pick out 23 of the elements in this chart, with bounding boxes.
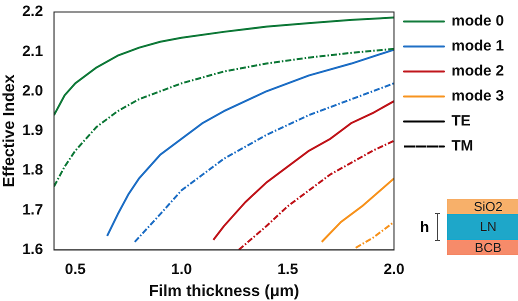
x-tick-label: 2.0 [384, 260, 404, 278]
x-tick-label: 1.0 [171, 260, 192, 278]
y-tick-label: 1.9 [22, 122, 44, 140]
y-tick-label: 1.8 [22, 162, 44, 179]
line-series [54, 48, 394, 188]
x-tick-label: 1.5 [277, 260, 298, 278]
legend-label: mode 3 [451, 88, 504, 105]
legend-label: mode 2 [451, 62, 504, 80]
layer-stack-picture: h SiO2 LN BCB [420, 199, 518, 255]
y-tick-label: 2.2 [22, 3, 44, 20]
y-tick-label: 1.6 [22, 240, 44, 258]
line-series [134, 82, 394, 243]
y-tick-label: 2.0 [22, 82, 44, 100]
line-series [238, 140, 394, 250]
legend-label: mode 0 [451, 12, 504, 30]
legend-label: TE [451, 112, 471, 130]
legend-label: mode 1 [451, 38, 504, 55]
y-tick-label: 1.7 [22, 201, 44, 218]
y-axis-title: Effective Index [1, 74, 18, 188]
x-tick-label: 0.5 [64, 260, 86, 278]
x-axis-title: Film thickness (μm) [148, 282, 300, 300]
legend-label: TM [451, 138, 474, 155]
y-tick-label: 2.1 [22, 42, 44, 60]
